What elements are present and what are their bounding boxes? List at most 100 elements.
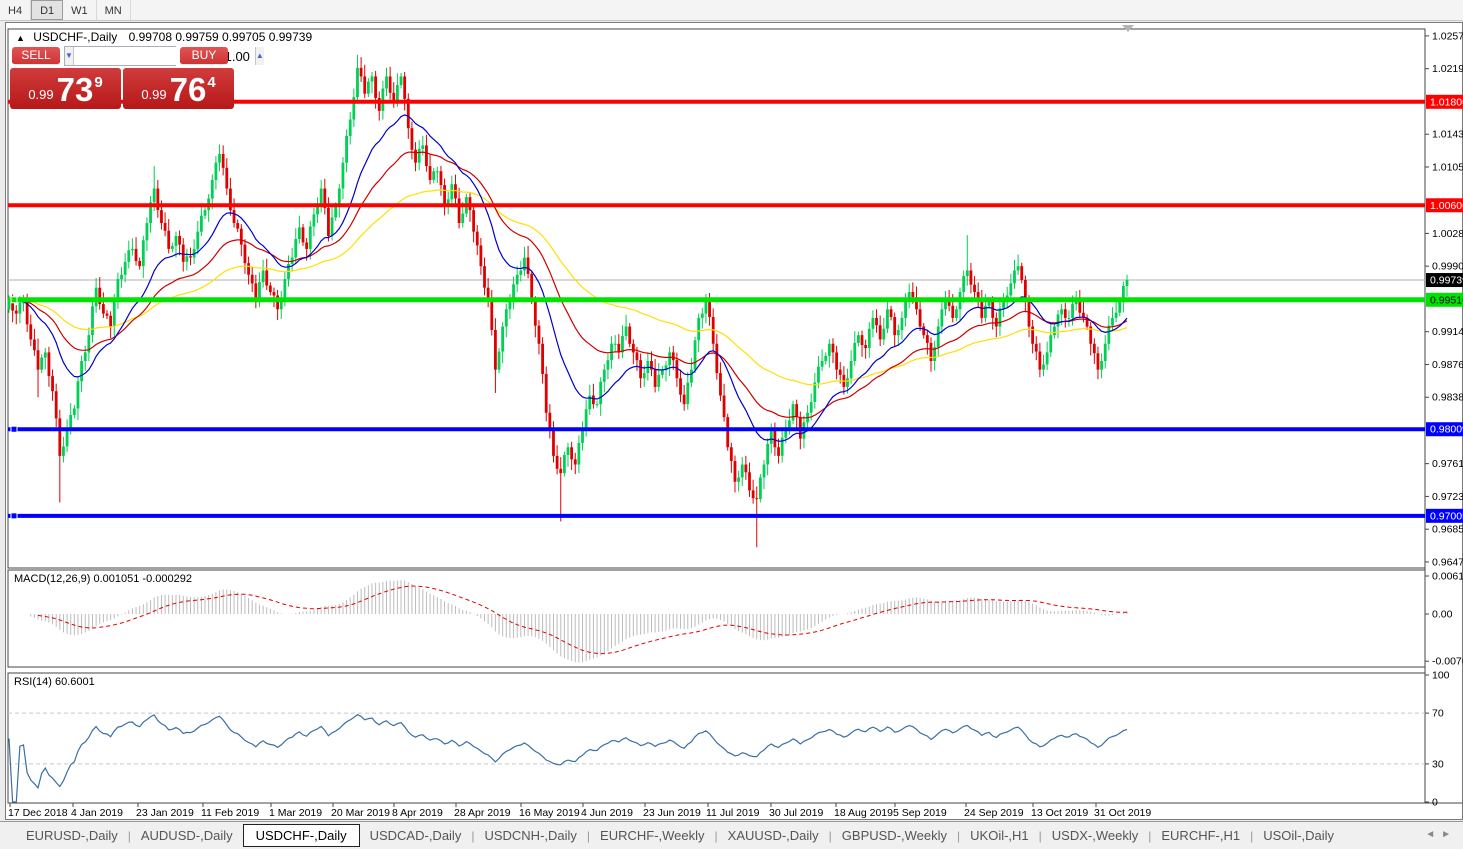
chart-tab-AUDUSD-Daily[interactable]: AUDUSD-,Daily xyxy=(140,828,233,843)
svg-text:70: 70 xyxy=(1432,708,1444,720)
svg-text:0.98009: 0.98009 xyxy=(1430,424,1463,436)
price-badge-1.01806: 1.01806 xyxy=(1426,94,1463,109)
timeframe-button-MN[interactable]: MN xyxy=(97,0,131,20)
svg-text:1.02570: 1.02570 xyxy=(1432,30,1463,42)
tab-scroll-right-icon[interactable]: ► xyxy=(1441,829,1457,840)
buy-price-prefix: 0.99 xyxy=(141,87,167,102)
svg-text:4 Jan 2019: 4 Jan 2019 xyxy=(71,807,123,819)
svg-text:18 Aug 2019: 18 Aug 2019 xyxy=(834,807,893,819)
svg-text:1.00606: 1.00606 xyxy=(1430,200,1463,212)
svg-text:1.02190: 1.02190 xyxy=(1432,63,1463,75)
svg-text:0.97005: 0.97005 xyxy=(1430,510,1463,522)
chart-window: ▲ USDCHF-,Daily 0.99708 0.99759 0.99705 … xyxy=(5,22,1463,820)
ma-mid-line xyxy=(8,151,1128,419)
top-toolbar: H4 D1 W1 MN xyxy=(0,0,1463,21)
timeframe-button-D1[interactable]: D1 xyxy=(31,0,64,20)
svg-text:4 Jun 2019: 4 Jun 2019 xyxy=(581,807,633,819)
chart-tab-XAUUSD-Daily[interactable]: XAUUSD-,Daily xyxy=(727,828,819,843)
svg-text:1.01806: 1.01806 xyxy=(1430,96,1463,108)
price-chart: 1.025701.021901.014301.010501.002800.999… xyxy=(7,25,1463,819)
volume-decrease-button[interactable]: ▼ xyxy=(65,47,74,65)
tab-separator: | xyxy=(957,828,961,843)
rsi-indicator-label: RSI(14) 60.6001 xyxy=(14,676,95,688)
quote-row: ▲ USDCHF-,Daily 0.99708 0.99759 0.99705 … xyxy=(16,30,312,44)
tab-separator: | xyxy=(828,828,832,843)
sell-price-prefix: 0.99 xyxy=(28,87,54,102)
rsi-line xyxy=(8,713,1128,803)
chart-tab-USDX-Weekly[interactable]: USDX-,Weekly xyxy=(1051,828,1139,843)
svg-text:20 Mar 2019: 20 Mar 2019 xyxy=(331,807,390,819)
chart-tab-USDCHF-Daily[interactable]: USDCHF-,Daily xyxy=(242,824,360,847)
sell-price-big: 73 xyxy=(56,71,94,108)
svg-text:24 Sep 2019: 24 Sep 2019 xyxy=(964,807,1024,819)
svg-text:11 Jul 2019: 11 Jul 2019 xyxy=(706,807,760,819)
svg-text:13 Oct 2019: 13 Oct 2019 xyxy=(1031,807,1088,819)
svg-text:0.00: 0.00 xyxy=(1432,609,1453,621)
tab-separator: | xyxy=(586,828,591,843)
chart-tab-bar: EURUSD-,Daily | AUDUSD-,Daily USDCHF-,Daily… xyxy=(0,821,1463,849)
quote-ohlc-values: 0.99708 0.99759 0.99705 0.99739 xyxy=(128,30,313,44)
buy-button[interactable]: BUY xyxy=(180,47,228,65)
macd-indicator-label: MACD(12,26,9) 0.001051 -0.000292 xyxy=(14,573,192,585)
svg-text:1.01050: 1.01050 xyxy=(1432,161,1463,173)
timeframe-button-H4[interactable]: H4 xyxy=(0,0,32,20)
tab-scroll-left-icon[interactable]: ◄ xyxy=(1425,829,1442,840)
svg-text:100: 100 xyxy=(1432,670,1450,682)
line-handle[interactable] xyxy=(10,512,18,520)
ma-slow-line xyxy=(8,189,1128,386)
chart-shift-marker[interactable] xyxy=(1122,25,1134,32)
ma-fast-line xyxy=(8,114,1128,442)
collapse-panel-icon[interactable]: ▲ xyxy=(16,33,25,43)
price-badge-0.99739: 0.99739 xyxy=(1426,273,1463,288)
chart-tab-USDCNH-Daily[interactable]: USDCNH-,Daily xyxy=(484,828,577,843)
sell-price-pip: 9 xyxy=(94,74,103,91)
svg-text:16 May 2019: 16 May 2019 xyxy=(519,807,580,819)
svg-text:11 Feb 2019: 11 Feb 2019 xyxy=(201,807,259,819)
chart-tab-USDCAD-Daily[interactable]: USDCAD-,Daily xyxy=(369,828,462,843)
tab-separator: | xyxy=(127,828,131,843)
buy-price-big: 76 xyxy=(169,71,207,108)
chart-tab-USOil-Daily[interactable]: USOil-,Daily xyxy=(1263,828,1335,843)
chart-tab-UKOil-H1[interactable]: UKOil-,H1 xyxy=(970,828,1029,843)
price-badge-0.97005: 0.97005 xyxy=(1426,508,1463,523)
sell-button[interactable]: SELL xyxy=(12,47,60,65)
tab-scroll-arrows[interactable]: ◄► xyxy=(1425,829,1457,840)
macd-signal-line xyxy=(37,585,1128,655)
svg-text:30 Jul 2019: 30 Jul 2019 xyxy=(769,807,823,819)
timeframe-button-W1[interactable]: W1 xyxy=(63,0,97,20)
chart-tab-EURUSD-Daily[interactable]: EURUSD-,Daily xyxy=(26,828,118,843)
buy-price-pip: 4 xyxy=(207,74,216,91)
chart-tab-EURCHF-H1[interactable]: EURCHF-,H1 xyxy=(1161,828,1241,843)
buy-price-display[interactable]: 0.99 76 4 xyxy=(123,68,234,109)
svg-text:0.99739: 0.99739 xyxy=(1430,275,1463,287)
svg-text:23 Jan 2019: 23 Jan 2019 xyxy=(136,807,194,819)
sell-price-display[interactable]: 0.99 73 9 xyxy=(10,68,121,109)
svg-text:23 Jun 2019: 23 Jun 2019 xyxy=(643,807,701,819)
svg-text:8 Apr 2019: 8 Apr 2019 xyxy=(392,807,443,819)
line-handle[interactable] xyxy=(10,296,18,304)
svg-text:30: 30 xyxy=(1432,758,1444,770)
chart-symbol-label: USDCHF-,Daily xyxy=(33,30,118,44)
svg-text:28 Apr 2019: 28 Apr 2019 xyxy=(454,807,511,819)
svg-text:0: 0 xyxy=(1432,797,1438,809)
tab-separator: | xyxy=(714,828,718,843)
chart-tab-EURCHF-Weekly[interactable]: EURCHF-,Weekly xyxy=(600,828,705,843)
svg-text:31 Oct 2019: 31 Oct 2019 xyxy=(1094,807,1151,819)
price-badge-1.00606: 1.00606 xyxy=(1426,198,1463,213)
one-click-trade-panel: SELL ▼ ▲ BUY 0.99 73 9 0.99 76 4 xyxy=(10,46,264,110)
svg-text:0.00613: 0.00613 xyxy=(1432,570,1463,582)
line-handle[interactable] xyxy=(10,425,18,433)
svg-text:-0.007612: -0.007612 xyxy=(1432,656,1463,668)
chart-tab-GBPUSD-Weekly[interactable]: GBPUSD-,Weekly xyxy=(841,828,948,843)
svg-text:5 Sep 2019: 5 Sep 2019 xyxy=(893,807,947,819)
volume-increase-button[interactable]: ▲ xyxy=(254,47,264,65)
